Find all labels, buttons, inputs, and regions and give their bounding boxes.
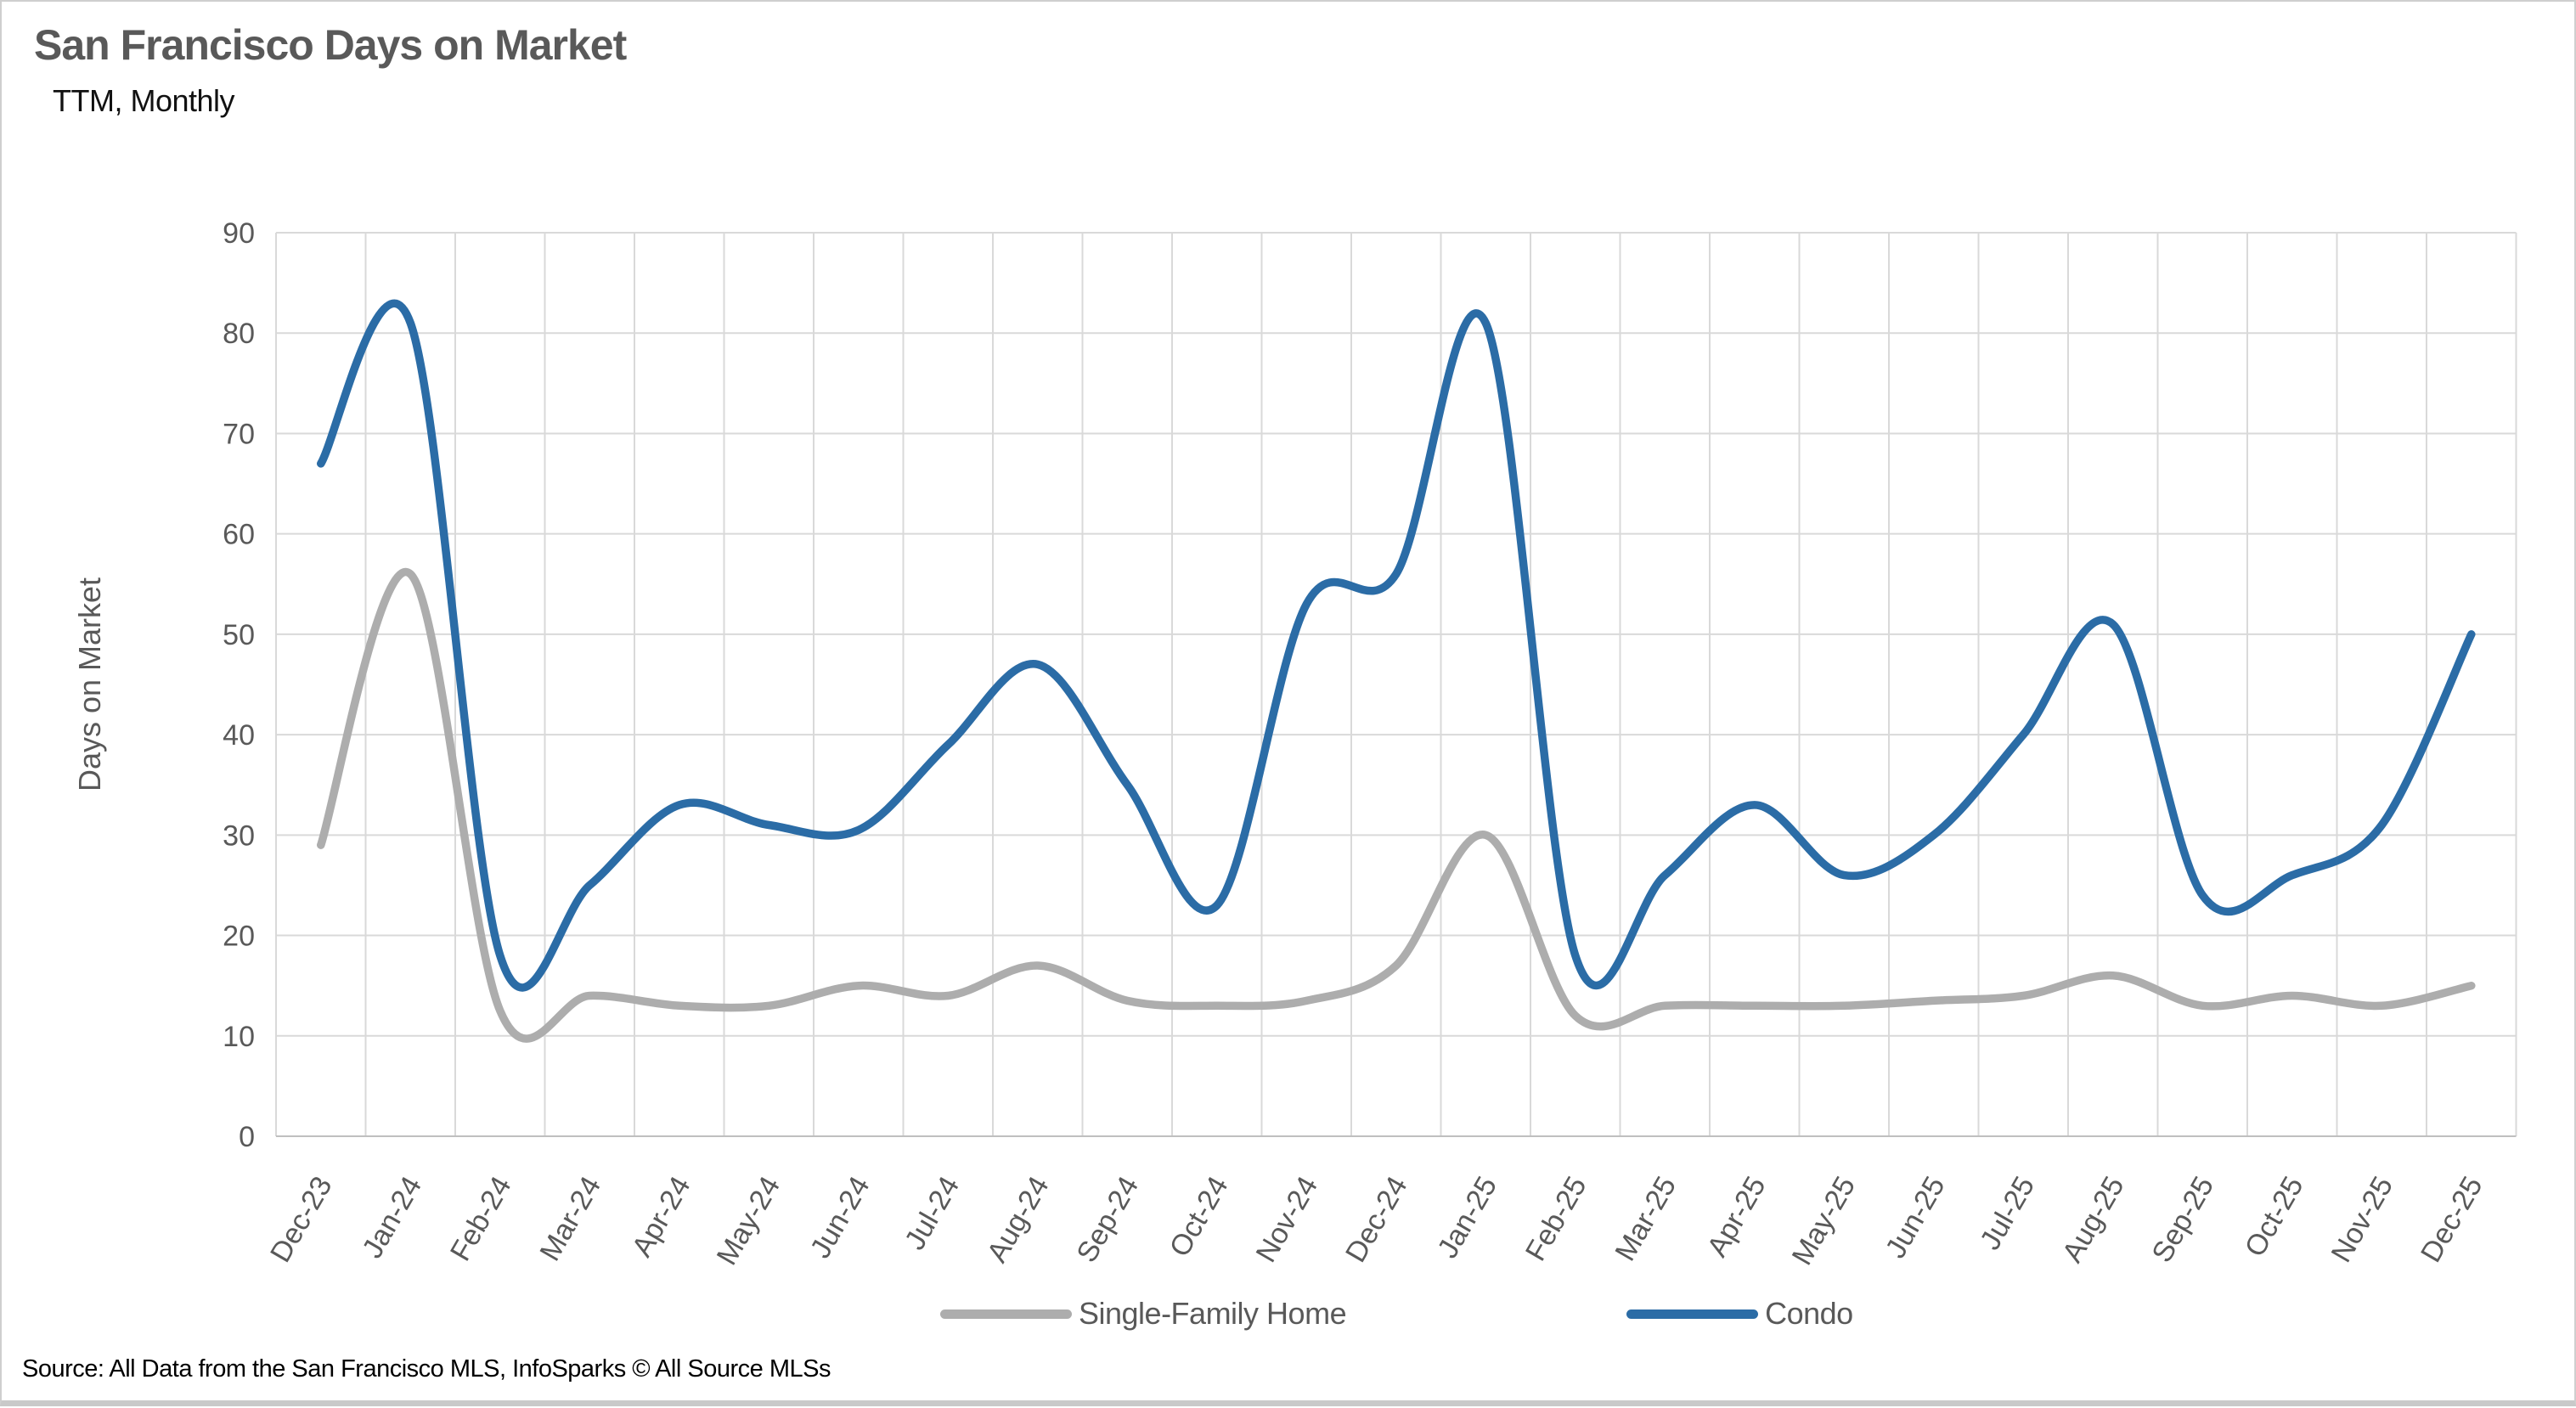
x-tick-label: Apr-24 [626,1171,697,1262]
condo-line-swatch [1626,1309,1759,1319]
gridlines [275,232,2517,1137]
y-tick-label: 20 [223,921,255,953]
x-tick-label: Feb-24 [444,1171,518,1266]
x-tick-label: Dec-23 [264,1171,339,1268]
x-axis-tick-labels: Dec-23 Jan-24 Feb-24 Mar-24 Apr-24 May-24 Jun-… [264,1171,2489,1270]
x-tick-label: Oct-24 [1164,1171,1235,1262]
x-tick-label: Jul-24 [899,1171,966,1255]
x-tick-label: Feb-25 [1519,1171,1593,1266]
y-tick-label: 80 [223,318,255,350]
chart-subtitle: TTM, Monthly [53,83,235,118]
source-note: Source: All Data from the San Francisco … [22,1355,831,1383]
y-axis-tick-labels: 0 10 20 30 40 50 60 70 80 90 [223,217,255,1153]
x-tick-label: Aug-24 [981,1171,1056,1268]
series-line-condo [317,299,2476,992]
x-tick-label: Apr-25 [1701,1171,1773,1262]
y-tick-label: 10 [223,1021,255,1053]
x-tick-label: Mar-25 [1609,1171,1683,1266]
chart-title: San Francisco Days on Market [34,21,627,69]
x-tick-label: Nov-24 [1249,1171,1324,1268]
y-tick-label: 90 [223,217,255,250]
x-tick-label: Jan-25 [1431,1171,1503,1264]
y-tick-label: 0 [239,1121,255,1153]
x-tick-label: Dec-25 [2415,1171,2489,1268]
legend: Single-Family Home Condo [940,1296,1853,1332]
y-tick-label: 50 [223,619,255,651]
x-tick-label: Sep-24 [1070,1171,1145,1268]
x-tick-label: Dec-24 [1339,1171,1414,1268]
x-tick-label: Jun-24 [804,1171,877,1264]
y-tick-label: 30 [223,819,255,852]
y-tick-label: 70 [223,418,255,450]
x-tick-label: Jul-25 [1974,1171,2041,1255]
x-tick-label: Sep-25 [2145,1171,2220,1268]
x-tick-label: Nov-25 [2325,1171,2399,1268]
x-tick-label: Jan-24 [356,1171,428,1264]
y-tick-label: 60 [223,519,255,551]
x-tick-label: Oct-25 [2239,1171,2310,1262]
legend-item-condo: Condo [1626,1296,1853,1332]
x-tick-label: Mar-24 [533,1171,607,1266]
series-line-single-family-home [317,567,2476,1043]
y-tick-label: 40 [223,719,255,752]
legend-label-condo: Condo [1765,1296,1853,1331]
single-family-line-swatch [940,1309,1072,1319]
x-tick-label: May-25 [1786,1171,1863,1270]
x-tick-label: Aug-25 [2056,1171,2131,1268]
x-tick-label: Jun-25 [1880,1171,1952,1264]
legend-label-single-family-home: Single-Family Home [1079,1296,1347,1331]
x-tick-label: May-24 [711,1171,787,1270]
legend-item-single-family-home: Single-Family Home [940,1296,1347,1332]
